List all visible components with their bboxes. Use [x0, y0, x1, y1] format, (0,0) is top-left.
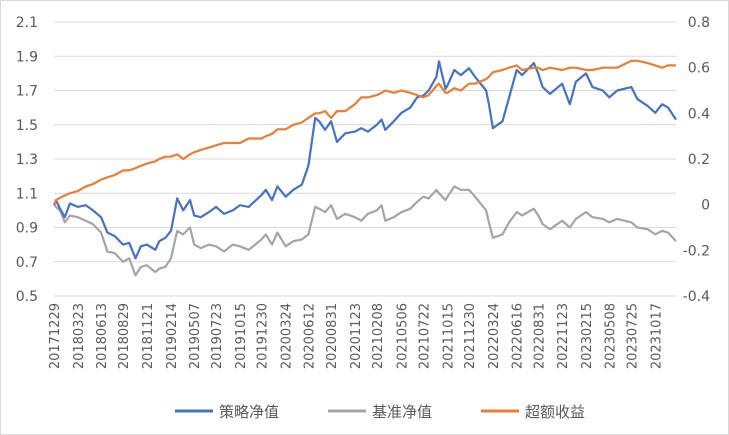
x-tick-label: 20201123	[349, 303, 364, 369]
x-tick-label: 20220324	[487, 303, 502, 369]
y-right-tick-label: 0.2	[688, 152, 710, 168]
legend-item: 基准净值	[328, 403, 432, 421]
x-axis: 20171229 20180323 20180613 20180829 20181121…	[48, 303, 664, 369]
x-tick-label: 20180613	[95, 303, 110, 369]
x-tick-label: 20211015	[441, 303, 456, 369]
series-line	[52, 60, 677, 260]
legend: 策略净值 基准净值 超额收益	[175, 403, 585, 421]
y-left-tick-label: 0.9	[16, 221, 38, 237]
y-left-tick-label: 0.5	[16, 289, 38, 305]
x-tick-label: 20230215	[580, 303, 595, 369]
series-line	[52, 59, 676, 206]
x-tick-label: 20200324	[280, 303, 295, 369]
x-tick-label: 20190507	[188, 303, 203, 369]
y-right-tick-label: 0	[701, 198, 710, 214]
x-tick-label: 20230725	[625, 303, 640, 369]
y-left-tick-label: 1.3	[16, 152, 38, 168]
legend-label: 策略净值	[219, 403, 279, 421]
x-tick-label: 20191015	[234, 303, 249, 369]
legend-item: 策略净值	[175, 403, 279, 421]
series-line	[53, 185, 677, 277]
legend-label: 基准净值	[372, 403, 432, 421]
legend-item: 超额收益	[481, 403, 585, 421]
x-tick-label: 20210208	[371, 303, 386, 369]
x-tick-label: 20230508	[603, 303, 618, 369]
x-tick-label: 20180829	[117, 303, 132, 369]
y-left-tick-label: 2.1	[16, 15, 38, 31]
y-left-tick-label: 0.7	[16, 255, 38, 271]
x-tick-label: 20231017	[649, 303, 664, 369]
x-tick-label: 20171229	[48, 303, 63, 369]
x-tick-label: 20220831	[532, 303, 547, 369]
y-right-tick-label: 0.6	[688, 61, 710, 77]
legend-label: 超额收益	[525, 403, 585, 421]
x-tick-label: 20210506	[395, 303, 410, 369]
x-tick-label: 20190723	[210, 303, 225, 369]
gridlines	[54, 21, 676, 297]
x-tick-label: 20191230	[256, 303, 271, 369]
left-y-axis: 2.1 1.9 1.7 1.5 1.3 1.1 0.9 0.7 0.5	[16, 15, 38, 305]
x-tick-label: 20211230	[463, 303, 478, 369]
x-tick-label: 20200831	[325, 303, 340, 369]
x-tick-label: 20221123	[556, 303, 571, 369]
x-tick-label: 20210722	[417, 303, 432, 369]
y-left-tick-label: 1.1	[16, 186, 38, 202]
y-right-tick-label: 0.4	[688, 106, 710, 122]
y-right-tick-label: -0.2	[683, 243, 710, 259]
x-tick-label: 20181121	[141, 303, 156, 369]
right-y-axis: 0.8 0.6 0.4 0.2 0 -0.2 -0.4	[683, 15, 710, 305]
y-left-tick-label: 1.9	[16, 49, 38, 65]
x-tick-label: 20180323	[72, 303, 87, 369]
y-right-tick-label: 0.8	[688, 15, 710, 31]
x-tick-label: 20200612	[302, 303, 317, 369]
y-left-tick-label: 1.7	[16, 84, 38, 100]
y-right-tick-label: -0.4	[683, 289, 710, 305]
series-lines	[52, 59, 677, 277]
y-left-tick-label: 1.5	[16, 118, 38, 134]
x-tick-label: 20220616	[511, 303, 526, 369]
x-tick-label: 20190214	[165, 303, 180, 369]
